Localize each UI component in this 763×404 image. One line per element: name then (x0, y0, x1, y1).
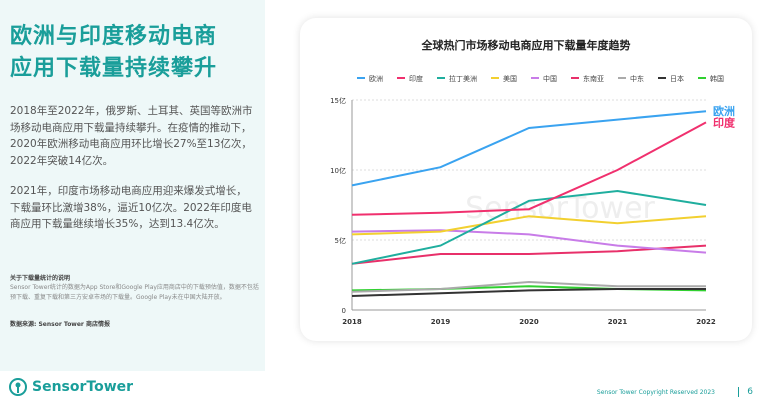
logo-text: SensorTower (32, 379, 134, 395)
sensor-tower-logo: SensorTower (8, 377, 133, 397)
legend-label: 中东 (630, 74, 644, 83)
legend-label: 日本 (670, 74, 684, 83)
series-end-label: 印度 (713, 115, 736, 129)
headline-line2: 应用下载量持续攀升 (10, 56, 218, 81)
headline-line1: 欧洲与印度移动电商 (10, 24, 218, 49)
series-line-拉丁美洲 (351, 189, 707, 265)
legend-label: 东南亚 (583, 74, 604, 83)
x-tick-label: 2021 (608, 318, 628, 326)
text-panel: 欧洲与印度移动电商 应用下载量持续攀升 2018年至2022年，俄罗斯、土耳其、… (0, 0, 265, 371)
series-line-美国 (351, 215, 707, 236)
series-line-中国 (351, 229, 707, 254)
legend-label: 韩国 (710, 74, 724, 83)
series-line-欧洲 (351, 110, 707, 187)
copyright: Sensor Tower Copyright Reserved 2023 (596, 389, 715, 396)
legend-label: 拉丁美洲 (449, 74, 477, 83)
legend-label: 中国 (543, 74, 557, 83)
legend-label: 印度 (409, 74, 423, 83)
y-tick-label: 5亿 (335, 236, 346, 245)
x-tick-label: 2022 (696, 318, 716, 326)
x-tick-label: 2020 (519, 318, 539, 326)
note-title: 关于下载量统计的说明 (10, 275, 71, 282)
x-tick-label: 2019 (431, 318, 451, 326)
paragraph-india: 2021年，印度市场移动电商应用迎来爆发式增长，下载量环比激增38%，逼近10亿… (10, 185, 252, 230)
logo-icon (9, 378, 27, 396)
page-number: 6 (738, 387, 753, 397)
y-tick-label: 15亿 (330, 96, 346, 105)
series-line-东南亚 (351, 244, 707, 265)
y-tick-label: 0 (342, 307, 346, 315)
paragraph-europe: 2018年至2022年，俄罗斯、土耳其、英国等欧洲市场移动电商应用下载量持续攀升… (10, 105, 253, 167)
y-tick-label: 10亿 (330, 166, 346, 175)
series-end-label: 欧洲 (713, 104, 735, 118)
data-source: 数据来源: Sensor Tower 商店情报 (10, 321, 110, 328)
series-line-中东 (351, 280, 706, 293)
chart-card: 全球热门市场移动电商应用下载量年度趋势 SensorTower 欧洲 印度 拉丁美洲 美国… (300, 18, 752, 341)
note-body: Sensor Tower统计的数据为App Store和Google Play应… (10, 284, 259, 301)
series-line-日本 (351, 288, 706, 297)
chart-title: 全球热门市场移动电商应用下载量年度趋势 (421, 38, 631, 52)
x-tick-label: 2018 (342, 318, 362, 326)
series-line-印度 (351, 121, 707, 216)
legend-label: 欧洲 (369, 74, 383, 83)
legend-label: 美国 (503, 74, 517, 83)
